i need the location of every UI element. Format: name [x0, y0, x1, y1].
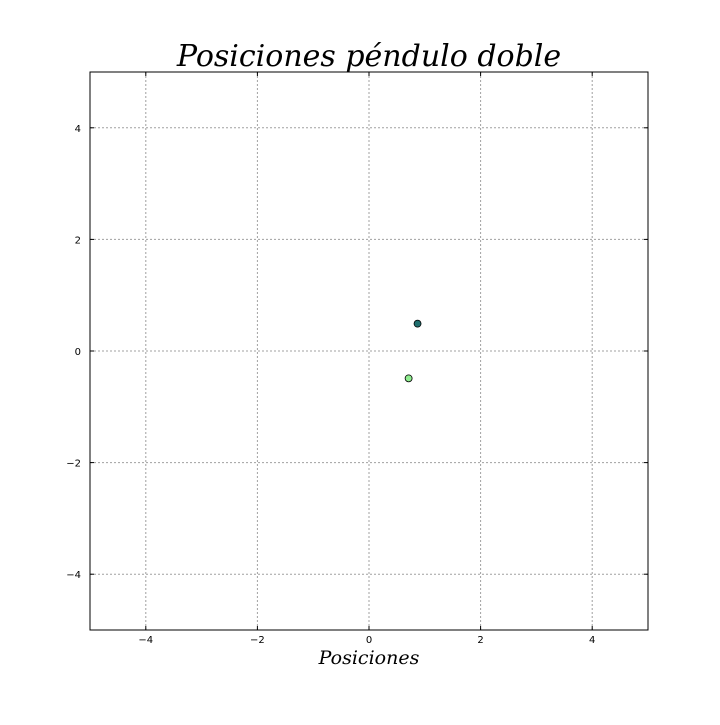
y-tick-label: 4: [75, 124, 81, 135]
plot-area: [90, 72, 648, 630]
chart-title: Posiciones péndulo doble: [176, 39, 561, 74]
x-axis-label: Posiciones: [318, 647, 420, 669]
plot-frame: [89, 71, 649, 631]
y-tick-label: −2: [66, 459, 81, 470]
x-tick-label: 2: [477, 635, 483, 646]
grid-layer: [90, 72, 648, 630]
point-layer: [404, 319, 422, 383]
x-tick-label: 0: [366, 635, 372, 646]
x-tick-label: −4: [138, 635, 153, 646]
y-tick-label: 0: [75, 347, 81, 358]
x-tick-label: 4: [589, 635, 595, 646]
scatter-point-2: [404, 374, 413, 383]
scatter-point-1: [413, 319, 422, 328]
tick-layer: −4 −2 0 2 4 −4 −2 0 2 4: [66, 72, 648, 646]
x-tick-label: −2: [250, 635, 265, 646]
y-tick-label: −4: [66, 570, 81, 581]
y-tick-label: 2: [75, 235, 81, 246]
